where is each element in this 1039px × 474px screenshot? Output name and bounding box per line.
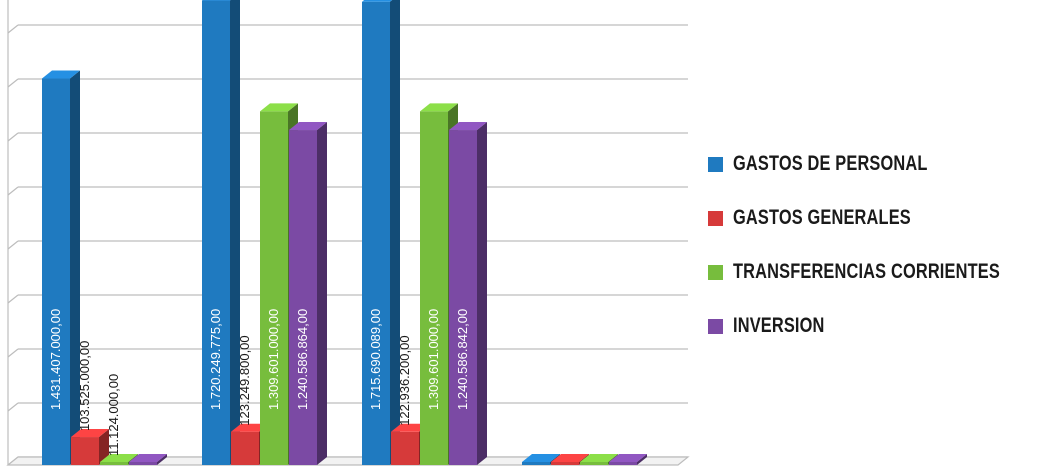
- bar: [71, 429, 109, 465]
- gridlines: [6, 0, 690, 466]
- legend-item-transferencias-corrientes: TRANSFERENCIAS CORRIENTES: [708, 258, 1033, 286]
- bar-front: [260, 111, 288, 466]
- bar-front: [449, 130, 477, 465]
- bar-top: [522, 454, 560, 462]
- bar-front: [42, 78, 70, 465]
- legend-swatch: [708, 210, 723, 226]
- bar-top: [449, 122, 487, 131]
- legend-swatch: [708, 264, 723, 280]
- bar-side: [637, 454, 647, 465]
- data-label: 1.240.586.864,00: [295, 309, 310, 410]
- bar: [289, 122, 327, 465]
- legend-label: INVERSION: [733, 314, 825, 337]
- gridline-wall: [7, 240, 19, 250]
- legend-swatch: [708, 318, 723, 334]
- data-labels: 1.431.407.000,00 1.720.249.775,00 1.715.69…: [48, 309, 470, 456]
- gridline-wall: [7, 402, 19, 412]
- bar-front: [609, 462, 637, 465]
- bar-front: [129, 462, 157, 465]
- bar-side: [70, 70, 80, 465]
- data-label: 1.715.690.089,00: [368, 309, 383, 410]
- bar-front: [362, 1, 390, 466]
- bar-top: [129, 454, 167, 462]
- bar-front: [551, 462, 579, 465]
- bar-front: [522, 462, 550, 465]
- bar-side: [157, 454, 167, 465]
- bar-front: [391, 431, 419, 465]
- bar: [449, 122, 487, 465]
- legend-label: GASTOS GENERALES: [733, 206, 911, 229]
- bar: [202, 0, 240, 465]
- bar-top: [391, 423, 429, 432]
- gridline-wall: [7, 24, 19, 34]
- bar-front: [71, 437, 99, 465]
- bar-front: [100, 461, 128, 465]
- gridline-wall: [7, 186, 19, 196]
- gridline-wall: [7, 348, 19, 358]
- bar-side: [390, 0, 400, 465]
- bar: [362, 0, 400, 466]
- bar-front: [420, 111, 448, 466]
- bar-side: [99, 429, 109, 465]
- bar-front: [231, 431, 259, 465]
- bar: [129, 454, 167, 465]
- data-label: 122.936.200,00: [397, 335, 412, 425]
- bar-top: [260, 103, 298, 112]
- bar-top: [71, 429, 109, 438]
- bar-top: [362, 0, 393, 2]
- bar-side: [317, 122, 327, 465]
- bar-top: [609, 454, 647, 462]
- legend-label: GASTOS DE PERSONAL: [733, 152, 928, 175]
- data-label: 1.309.601.000,00: [426, 309, 441, 410]
- bar-top: [231, 423, 269, 432]
- gridline-wall: [7, 294, 19, 304]
- data-label: 1.240.586.842,00: [455, 309, 470, 410]
- legend-label: TRANSFERENCIAS CORRIENTES: [733, 260, 1000, 283]
- data-label: 11.124.000,00: [106, 374, 121, 456]
- legend-item-gastos-generales: GASTOS GENERALES: [708, 204, 1033, 232]
- bar-side: [477, 122, 487, 465]
- bar-front: [289, 130, 317, 465]
- bar: [609, 454, 647, 465]
- bar-top: [420, 103, 458, 112]
- bar: [42, 70, 80, 465]
- legend-item-gastos-de-personal: GASTOS DE PERSONAL: [708, 150, 1033, 178]
- bar-side: [230, 0, 240, 465]
- legend-item-inversion: INVERSION: [708, 312, 1033, 340]
- bar-top: [289, 122, 327, 131]
- gridline-wall: [7, 132, 19, 142]
- legend: GASTOS DE PERSONAL GASTOS GENERALES TRAN…: [708, 150, 1033, 366]
- bar-front: [202, 0, 230, 465]
- gridline-wall: [7, 78, 19, 88]
- data-label: 1.309.601.000,00: [266, 309, 281, 410]
- bar-front: [580, 462, 608, 465]
- data-label: 1.431.407.000,00: [48, 309, 63, 410]
- legend-swatch: [708, 156, 723, 172]
- data-label: 103.525.000,00: [77, 341, 92, 431]
- data-label: 123.249.800,00: [237, 335, 252, 425]
- bar-top: [202, 0, 231, 1]
- data-label: 1.720.249.775,00: [208, 309, 223, 410]
- bars: [42, 0, 647, 466]
- bar-top: [100, 453, 138, 462]
- bar-top: [580, 454, 618, 462]
- bar-top: [42, 70, 80, 79]
- bar-top: [551, 454, 589, 462]
